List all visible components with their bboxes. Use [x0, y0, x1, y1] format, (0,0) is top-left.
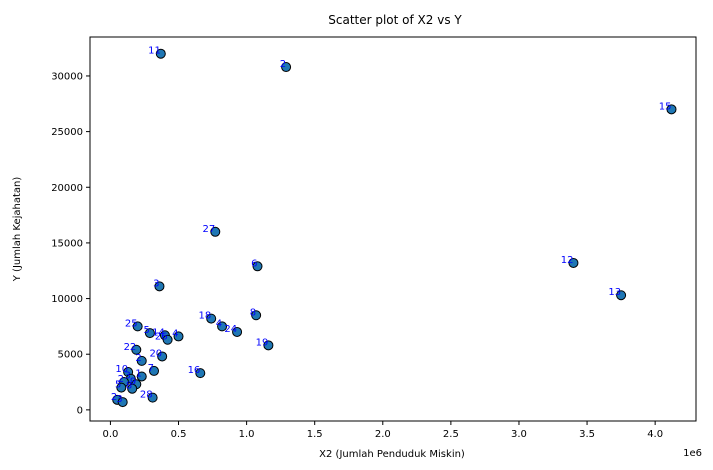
x-tick-label: 2.5 — [443, 429, 459, 440]
x-axis-offset-label: 1e6 — [683, 448, 702, 459]
scatter-point — [281, 62, 292, 73]
scatter-point — [131, 344, 142, 355]
scatter-point — [127, 383, 138, 394]
point-label: 2 — [111, 392, 117, 403]
scatter-point — [263, 340, 274, 351]
point-label: 25 — [125, 318, 138, 329]
scatter-point — [117, 397, 128, 408]
y-tick-label: 15000 — [51, 238, 83, 249]
scatter-point — [136, 355, 147, 366]
y-tick-label: 10000 — [51, 294, 83, 305]
scatter-point — [666, 104, 677, 115]
scatter-point — [144, 328, 155, 339]
scatter-point — [206, 313, 217, 324]
point-label: 5 — [115, 380, 121, 391]
data-points — [112, 48, 677, 408]
point-label: 8 — [250, 307, 256, 318]
point-label: 24 — [224, 324, 237, 335]
point-label: 13 — [608, 287, 621, 298]
x-tick-label: 1.5 — [307, 429, 323, 440]
point-label: 26 — [155, 332, 168, 343]
y-tick-label: 5000 — [58, 350, 83, 361]
scatter-point — [147, 392, 158, 403]
plot-frame — [89, 36, 697, 422]
x-tick-label: 3.0 — [511, 429, 527, 440]
point-label: 11 — [148, 46, 161, 57]
point-label: 27 — [203, 224, 216, 235]
point-label: 8 — [126, 381, 132, 392]
x-tick-label: 0.0 — [102, 429, 118, 440]
point-label: 20 — [149, 348, 162, 359]
y-axis-label: Y (Jumlah Kejahatan) — [12, 177, 23, 283]
x-tick-label: 0.5 — [171, 429, 187, 440]
y-tick-label: 30000 — [51, 71, 83, 82]
scatter-point — [210, 226, 221, 237]
scatter-point — [149, 365, 160, 376]
point-label: 12 — [561, 255, 574, 266]
x-axis-label: X2 (Jumlah Penduduk Miskin) — [319, 449, 465, 460]
point-label: 2 — [135, 353, 141, 364]
point-label: 19 — [256, 337, 269, 348]
scatter-point — [157, 351, 168, 362]
point-label: 6 — [251, 258, 257, 269]
point-label: 28 — [140, 390, 153, 401]
scatter-point — [217, 321, 228, 332]
scatter-point — [251, 310, 262, 321]
x-tick-label: 3.5 — [579, 429, 595, 440]
point-label: 1 — [135, 368, 141, 379]
point-label: 14 — [152, 327, 165, 338]
scatter-point — [232, 326, 243, 337]
axis-ticks: 0.0 0.5 1.0 1.5 2.0 2.5 3.0 3.5 4.0 0 5000 10000 150… — [51, 71, 663, 440]
scatter-point — [195, 368, 206, 379]
point-label: 3 — [153, 278, 159, 289]
point-label: 7 — [148, 363, 154, 374]
point-label: 10 — [115, 364, 128, 375]
point-label: 15 — [659, 101, 672, 112]
scatter-point — [568, 257, 579, 268]
point-label: 3 — [116, 394, 122, 405]
point-label: 4 — [216, 318, 222, 329]
point-label: 3 — [124, 371, 130, 382]
point-label: 9 — [130, 376, 136, 387]
point-label: 2 — [118, 374, 124, 385]
point-label: 22 — [124, 342, 137, 353]
y-tick-label: 25000 — [51, 127, 83, 138]
point-label: 2 — [280, 59, 286, 70]
y-tick-label: 20000 — [51, 183, 83, 194]
point-label: 18 — [198, 311, 211, 322]
point-label: 4 — [172, 328, 178, 339]
scatter-point — [136, 371, 147, 382]
scatter-point — [616, 290, 627, 301]
scatter-point — [173, 331, 184, 342]
x-tick-label: 4.0 — [647, 429, 663, 440]
point-label: 16 — [188, 365, 201, 376]
x-tick-label: 2.0 — [375, 429, 391, 440]
x-tick-label: 1.0 — [239, 429, 255, 440]
scatter-point — [155, 48, 166, 59]
scatter-point — [154, 281, 165, 292]
scatter-point — [132, 321, 143, 332]
scatter-point — [162, 334, 173, 345]
y-tick-label: 0 — [77, 405, 83, 416]
chart-title: Scatter plot of X2 vs Y — [328, 13, 462, 27]
scatter-point — [252, 261, 263, 272]
point-label: 5 — [144, 325, 150, 336]
scatter-point — [116, 382, 127, 393]
